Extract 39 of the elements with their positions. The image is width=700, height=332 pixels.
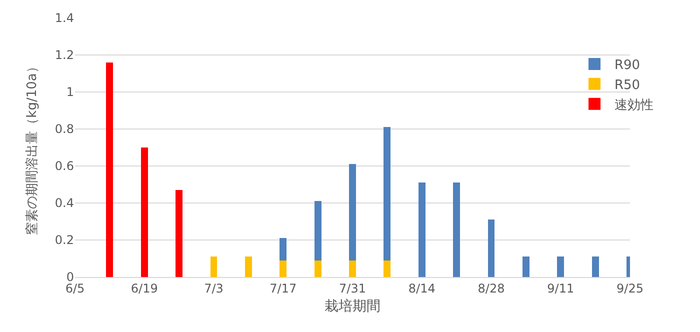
bar bbox=[244, 256, 252, 277]
x-tick-label: 7/31 bbox=[339, 281, 366, 296]
bar bbox=[106, 62, 114, 277]
bar bbox=[314, 260, 322, 277]
bar bbox=[280, 238, 287, 260]
x-axis-title: 栽培期間 bbox=[324, 298, 380, 315]
bar bbox=[418, 182, 426, 277]
x-tick-label: 9/11 bbox=[547, 281, 574, 296]
bar bbox=[592, 256, 599, 277]
bar bbox=[349, 260, 356, 277]
bar bbox=[557, 256, 564, 277]
bar bbox=[176, 190, 183, 277]
y-tick-label: 1 bbox=[66, 85, 74, 100]
bar bbox=[384, 260, 391, 277]
bar bbox=[140, 148, 148, 277]
bar bbox=[384, 127, 391, 260]
legend-label: R50 bbox=[614, 78, 640, 93]
x-tick-label: 8/28 bbox=[478, 281, 505, 296]
legend-label: R90 bbox=[614, 58, 640, 74]
bar bbox=[280, 260, 287, 277]
bar bbox=[314, 201, 322, 260]
y-tick-label: 0.8 bbox=[54, 122, 74, 136]
x-tick-label: 6/19 bbox=[130, 281, 158, 296]
x-tick-label: 7/17 bbox=[270, 281, 297, 296]
legend-label: 速効性 bbox=[614, 98, 654, 113]
bar bbox=[453, 182, 460, 277]
bar bbox=[210, 256, 218, 277]
x-tick-label: 7/3 bbox=[204, 281, 224, 296]
y-axis-title: 窒素の期間溶出量（kg/10a） bbox=[24, 60, 40, 235]
bar bbox=[522, 256, 530, 277]
y-tick-label: 1.4 bbox=[54, 11, 74, 26]
y-tick-label: 0.6 bbox=[54, 159, 74, 174]
y-tick-label: 0.2 bbox=[54, 233, 74, 248]
bar bbox=[488, 220, 495, 277]
y-tick-label: 0.4 bbox=[54, 196, 74, 210]
x-tick-label: 8/14 bbox=[408, 281, 436, 296]
x-tick-label: 9/25 bbox=[616, 281, 644, 296]
bar bbox=[349, 164, 356, 260]
y-tick-label: 1.2 bbox=[54, 48, 74, 62]
